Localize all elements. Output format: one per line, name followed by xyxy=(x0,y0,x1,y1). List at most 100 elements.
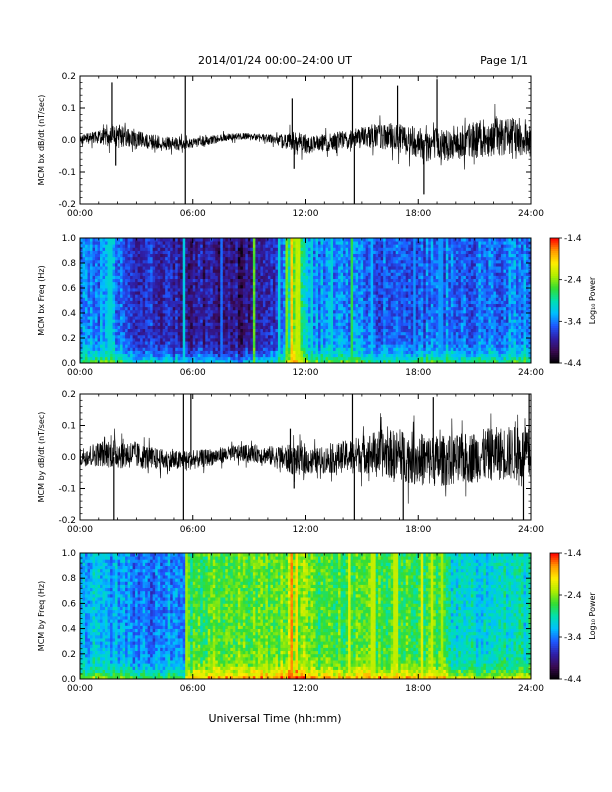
heatmap-cell xyxy=(310,328,314,333)
heatmap-cell xyxy=(200,338,204,342)
heatmap-cell xyxy=(285,288,289,292)
heatmap-cell xyxy=(167,359,171,364)
heatmap-cell xyxy=(145,316,149,320)
heatmap-cell xyxy=(257,253,261,258)
heatmap-cell xyxy=(100,288,103,292)
heatmap-cell xyxy=(313,341,316,345)
heatmap-cell xyxy=(313,269,316,273)
heatmap-cell xyxy=(343,284,346,289)
heatmap-cell xyxy=(302,259,306,264)
heatmap-cell xyxy=(155,325,159,330)
heatmap-cell xyxy=(378,247,382,251)
heatmap-cell xyxy=(360,253,364,258)
heatmap-cell xyxy=(343,294,346,298)
heatmap-cell xyxy=(115,359,118,364)
heatmap-cell xyxy=(373,244,377,248)
heatmap-cell xyxy=(230,294,234,298)
heatmap-cell xyxy=(282,291,286,295)
heatmap-cell xyxy=(280,356,284,361)
heatmap-cell xyxy=(280,325,284,330)
heatmap-cell xyxy=(227,338,231,342)
heatmap-cell xyxy=(370,284,374,289)
heatmap-cell xyxy=(323,250,326,255)
heatmap-cell xyxy=(92,250,96,255)
heatmap-cell xyxy=(112,300,116,305)
heatmap-cell xyxy=(155,306,159,311)
heatmap-cell xyxy=(157,353,161,358)
heatmap-cell xyxy=(120,284,123,289)
heatmap-cell xyxy=(95,294,98,298)
heatmap-cell xyxy=(318,359,321,364)
heatmap-cell xyxy=(240,356,244,361)
heatmap-cell xyxy=(122,334,126,339)
heatmap-cell xyxy=(353,319,357,323)
heatmap-cell xyxy=(125,341,129,345)
heatmap-cell xyxy=(197,319,201,323)
heatmap-cell xyxy=(85,313,88,317)
heatmap-cell xyxy=(212,303,216,308)
heatmap-cell xyxy=(265,344,269,348)
heatmap-cell xyxy=(170,269,174,273)
heatmap-cell xyxy=(318,319,321,323)
heatmap-cell xyxy=(343,266,346,270)
heatmap-cell xyxy=(127,356,131,361)
heatmap-cell xyxy=(378,297,382,301)
heatmap-cell xyxy=(85,288,88,292)
heatmap-cell xyxy=(97,247,101,251)
heatmap-cell xyxy=(370,341,374,345)
heatmap-cell xyxy=(177,359,181,364)
heatmap-cell xyxy=(242,306,246,311)
heatmap-cell xyxy=(302,256,306,261)
heatmap-cell xyxy=(112,253,116,258)
heatmap-cell xyxy=(202,328,206,333)
heatmap-cell xyxy=(315,259,319,264)
heatmap-cell xyxy=(192,238,196,242)
heatmap-cell xyxy=(80,263,83,267)
heatmap-cell xyxy=(122,325,126,330)
heatmap-cell xyxy=(230,300,234,305)
heatmap-cell xyxy=(210,300,214,305)
heatmap-cell xyxy=(280,263,284,267)
heatmap-cell xyxy=(340,263,344,267)
heatmap-cell xyxy=(147,313,151,317)
heatmap-cell xyxy=(215,309,219,314)
heatmap-cell xyxy=(338,241,341,245)
heatmap-cell xyxy=(328,266,331,270)
heatmap-cell xyxy=(97,350,101,355)
heatmap-cell xyxy=(373,325,377,330)
heatmap-cell xyxy=(222,356,226,361)
heatmap-cell xyxy=(112,359,116,364)
heatmap-cell xyxy=(323,278,326,283)
heatmap-cell xyxy=(170,259,174,264)
heatmap-cell xyxy=(297,247,301,251)
heatmap-cell xyxy=(80,347,83,351)
heatmap-cell xyxy=(125,303,129,308)
heatmap-cell xyxy=(355,334,359,339)
heatmap-cell xyxy=(350,309,354,314)
heatmap-cell xyxy=(383,325,387,330)
heatmap-cell xyxy=(295,250,299,255)
heatmap-cell xyxy=(215,353,219,358)
heatmap-cell xyxy=(315,359,319,364)
heatmap-cell xyxy=(205,331,209,336)
heatmap-cell xyxy=(252,328,256,333)
heatmap-cell xyxy=(127,319,131,323)
heatmap-cell xyxy=(245,241,249,245)
heatmap-cell xyxy=(215,316,219,320)
heatmap-cell xyxy=(277,263,281,267)
heatmap-cell xyxy=(200,241,204,245)
heatmap-cell xyxy=(375,278,379,283)
heatmap-cell xyxy=(110,328,113,333)
heatmap-cell xyxy=(290,322,294,326)
heatmap-cell xyxy=(212,325,216,330)
heatmap-cell xyxy=(152,347,156,351)
heatmap-cell xyxy=(145,356,149,361)
heatmap-cell xyxy=(120,316,123,320)
heatmap-cell xyxy=(230,316,234,320)
heatmap-cell xyxy=(242,266,246,270)
heatmap-cell xyxy=(265,253,269,258)
heatmap-cell xyxy=(115,275,118,280)
heatmap-cell xyxy=(237,241,241,245)
heatmap-cell xyxy=(323,309,326,314)
heatmap-cell xyxy=(365,278,369,283)
